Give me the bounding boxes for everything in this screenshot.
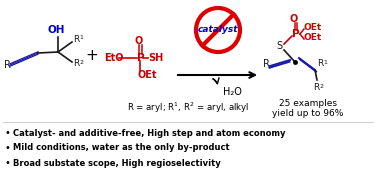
Text: yield up to 96%: yield up to 96% xyxy=(272,109,344,119)
Text: catalyst: catalyst xyxy=(198,26,238,35)
Text: P: P xyxy=(137,53,145,63)
Text: R: R xyxy=(4,60,11,70)
Text: Mild conditions, water as the only by-product: Mild conditions, water as the only by-pr… xyxy=(13,143,230,153)
Text: 2: 2 xyxy=(319,84,323,89)
Text: 1: 1 xyxy=(323,60,327,65)
Text: R: R xyxy=(73,35,79,43)
Text: O: O xyxy=(135,36,143,46)
Text: R = aryl; R$^1$, R$^2$ = aryl, alkyl: R = aryl; R$^1$, R$^2$ = aryl, alkyl xyxy=(127,101,249,115)
Text: 1: 1 xyxy=(79,35,83,40)
Text: 25 examples: 25 examples xyxy=(279,98,337,108)
Text: OH: OH xyxy=(47,25,65,35)
Text: Broad substate scope, High regioselectivity: Broad substate scope, High regioselectiv… xyxy=(13,159,221,167)
Text: R: R xyxy=(313,84,319,92)
Text: •: • xyxy=(5,158,11,168)
Text: H₂O: H₂O xyxy=(223,87,241,97)
Text: P: P xyxy=(292,29,300,39)
Text: •: • xyxy=(5,143,11,153)
Text: OEt: OEt xyxy=(137,70,156,80)
Text: OEt: OEt xyxy=(304,22,322,32)
Text: R: R xyxy=(263,59,270,69)
Text: 2: 2 xyxy=(79,60,83,65)
Text: +: + xyxy=(86,49,99,64)
Text: Catalyst- and additive-free, High step and atom economy: Catalyst- and additive-free, High step a… xyxy=(13,129,285,138)
Text: EtO: EtO xyxy=(104,53,123,63)
Text: O: O xyxy=(290,14,298,24)
Text: •: • xyxy=(5,128,11,138)
Text: S: S xyxy=(276,41,282,51)
Text: SH: SH xyxy=(148,53,163,63)
Text: R: R xyxy=(317,60,323,68)
Circle shape xyxy=(196,8,240,52)
Text: R: R xyxy=(73,59,79,67)
Text: OEt: OEt xyxy=(304,33,322,42)
